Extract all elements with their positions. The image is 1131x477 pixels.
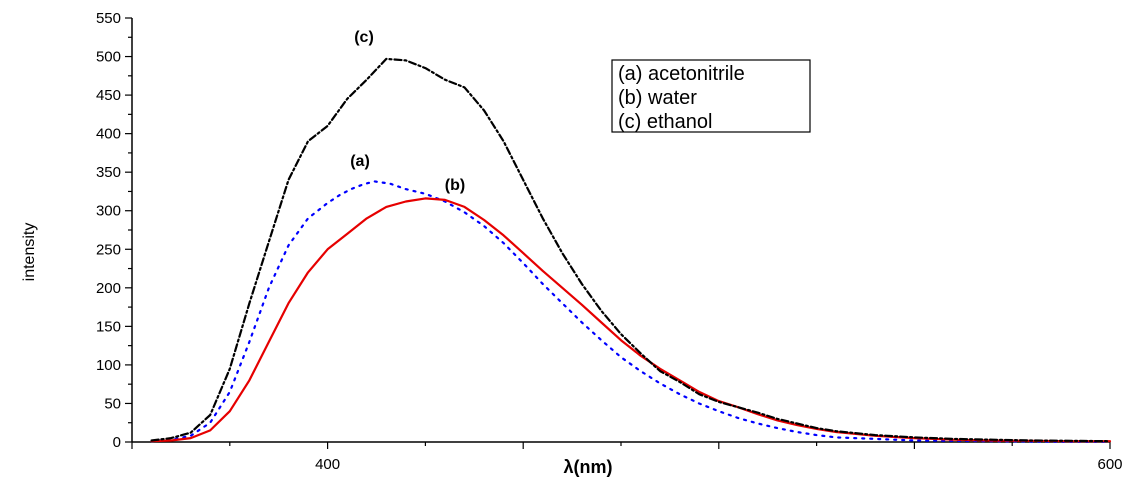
y-tick-label: 200 — [96, 280, 121, 297]
y-tick-label: 350 — [96, 164, 121, 181]
y-tick-label: 400 — [96, 126, 121, 143]
x-axis-label: λ(nm) — [564, 457, 613, 477]
curve-b-water — [150, 197, 1112, 443]
x-tick-label: 400 — [315, 456, 340, 473]
curve-label-c: (c) — [354, 29, 374, 46]
legend-item-a: (a) acetonitrile — [618, 63, 745, 85]
series-curves — [150, 57, 1112, 443]
y-tick-label: 450 — [96, 87, 121, 104]
curve-a-acetonitrile — [150, 180, 1112, 443]
curve-c-ethanol — [150, 57, 1112, 443]
x-tick-label: 600 — [1097, 456, 1122, 473]
y-tick-label: 50 — [104, 395, 121, 412]
y-tick-label: 550 — [96, 10, 121, 27]
y-tick-label: 300 — [96, 203, 121, 220]
curve-label-b: (b) — [445, 177, 465, 194]
y-axis-label: intensity — [21, 223, 38, 282]
y-tick-label: 250 — [96, 241, 121, 258]
x-axis-ticks: 400 600 — [131, 442, 1123, 473]
y-tick-label: 100 — [96, 357, 121, 374]
legend-item-b: (b) water — [618, 87, 697, 109]
legend: (a) acetonitrile (b) water (c) ethanol — [611, 59, 811, 133]
y-tick-label: 0 — [113, 434, 121, 451]
y-axis-ticks: 0 50 100 150 200 250 300 350 400 450 500 550 — [96, 10, 132, 451]
legend-item-c: (c) ethanol — [618, 111, 713, 133]
legend-box — [611, 59, 811, 133]
curve-label-a: (a) — [350, 153, 370, 170]
y-tick-label: 150 — [96, 318, 121, 335]
y-tick-label: 500 — [96, 49, 121, 66]
